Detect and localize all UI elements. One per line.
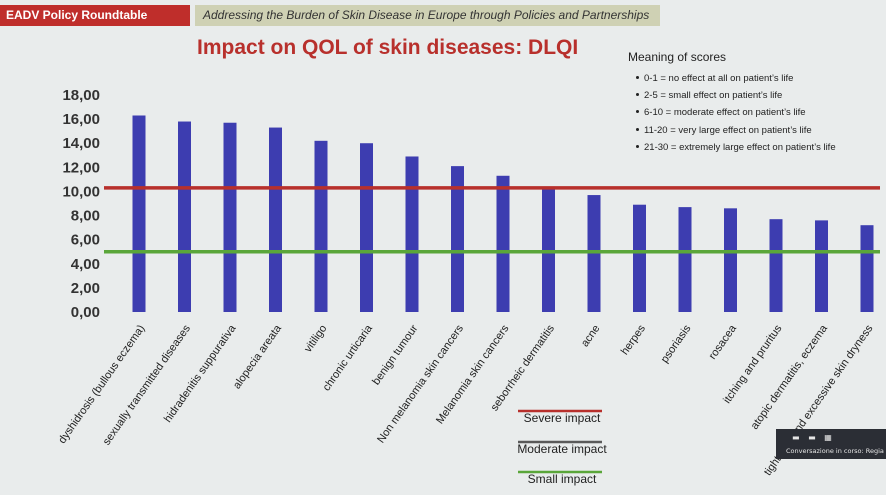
bar bbox=[633, 204, 646, 312]
meaning-item: 0-1 = no effect at all on patient’s life bbox=[628, 70, 883, 87]
x-tick-label: acne bbox=[579, 323, 603, 349]
bar bbox=[860, 225, 874, 312]
bar bbox=[542, 186, 555, 312]
x-tick-label: psoriasis bbox=[659, 322, 694, 365]
y-tick-label: 16,00 bbox=[62, 111, 100, 128]
meaning-item-text: 0-1 = no effect at all on patient’s life bbox=[644, 73, 794, 84]
legend-label: Moderate impact bbox=[517, 442, 607, 456]
y-tick-label: 14,00 bbox=[62, 135, 100, 152]
bar bbox=[223, 122, 237, 312]
bar bbox=[496, 175, 510, 312]
slide-header: EADV Policy Roundtable Addressing the Bu… bbox=[0, 0, 886, 30]
conversation-status: Conversazione in corso: Regia bbox=[786, 447, 884, 455]
x-tick-label: atopic dermatitis, eczema bbox=[749, 322, 831, 432]
x-tick-label: vitiligo bbox=[302, 323, 329, 355]
window-controls-icon[interactable]: ▬ ▬ ▦ bbox=[792, 433, 835, 442]
meaning-item: 11-20 = very large effect on patient’s l… bbox=[628, 122, 883, 139]
chart-title: Impact on QOL of skin diseases: DLQI bbox=[197, 36, 579, 59]
bullet-icon bbox=[636, 110, 639, 114]
meaning-item-text: 11-20 = very large effect on patient’s l… bbox=[644, 124, 812, 136]
bullet-icon bbox=[636, 75, 639, 79]
meaning-title: Meaning of scores bbox=[628, 50, 727, 64]
meaning-item: 6-10 = moderate effect on patient’s life bbox=[628, 104, 883, 121]
x-tick-label: chronic urticaria bbox=[321, 322, 376, 393]
bar bbox=[769, 219, 783, 312]
bar bbox=[815, 220, 828, 312]
y-tick-label: 8,00 bbox=[71, 208, 100, 225]
bar bbox=[451, 166, 464, 312]
y-tick-label: 12,00 bbox=[62, 159, 100, 176]
meaning-item-text: 2-5 = small effect on patient’s life bbox=[644, 90, 783, 102]
y-tick-label: 18,00 bbox=[62, 87, 100, 104]
bar bbox=[269, 127, 282, 312]
x-tick-label: benign tumour bbox=[370, 323, 420, 388]
bar bbox=[724, 208, 737, 312]
x-tick-label: sexually transmitted diseases bbox=[101, 322, 194, 447]
y-tick-label: 10,00 bbox=[62, 183, 100, 200]
meaning-item-text: 6-10 = moderate effect on patient’s life bbox=[644, 107, 806, 119]
x-tick-label: dyshidrosis (bullous eczema) bbox=[56, 323, 147, 446]
bar bbox=[587, 195, 601, 312]
bar bbox=[360, 143, 373, 312]
y-tick-label: 0,00 bbox=[71, 304, 100, 321]
y-tick-label: 6,00 bbox=[71, 232, 100, 249]
bar bbox=[405, 156, 419, 312]
roundtable-badge: EADV Policy Roundtable bbox=[0, 5, 190, 26]
conversation-popup[interactable]: ▬ ▬ ▦ Conversazione in corso: Regia bbox=[776, 429, 886, 459]
y-tick-label: 4,00 bbox=[71, 256, 100, 273]
meaning-item: 2-5 = small effect on patient’s life bbox=[628, 87, 883, 104]
bar bbox=[314, 140, 328, 312]
x-tick-label: rosacea bbox=[707, 322, 740, 362]
bar bbox=[132, 115, 146, 312]
bar bbox=[678, 207, 692, 312]
bullet-icon bbox=[636, 144, 639, 148]
x-tick-label: Non melanomia skin cancers bbox=[375, 322, 466, 445]
y-tick-label: 2,00 bbox=[71, 280, 100, 297]
meaning-of-scores-box: Meaning of scores 0-1 = no effect at all… bbox=[628, 50, 883, 156]
meaning-list: 0-1 = no effect at all on patient’s life… bbox=[628, 70, 883, 156]
x-tick-label: herpes bbox=[619, 322, 648, 357]
bullet-icon bbox=[636, 127, 639, 131]
legend-label: Small impact bbox=[528, 472, 597, 486]
slide-subtitle: Addressing the Burden of Skin Disease in… bbox=[195, 5, 660, 26]
x-tick-label: alopecia areata bbox=[231, 322, 284, 391]
bar bbox=[178, 121, 191, 313]
legend-label: Severe impact bbox=[524, 411, 601, 425]
meaning-item: 21-30 = extremely large effect on patien… bbox=[628, 139, 883, 156]
meaning-item-text: 21-30 = extremely large effect on patien… bbox=[644, 141, 836, 153]
bullet-icon bbox=[636, 93, 639, 97]
